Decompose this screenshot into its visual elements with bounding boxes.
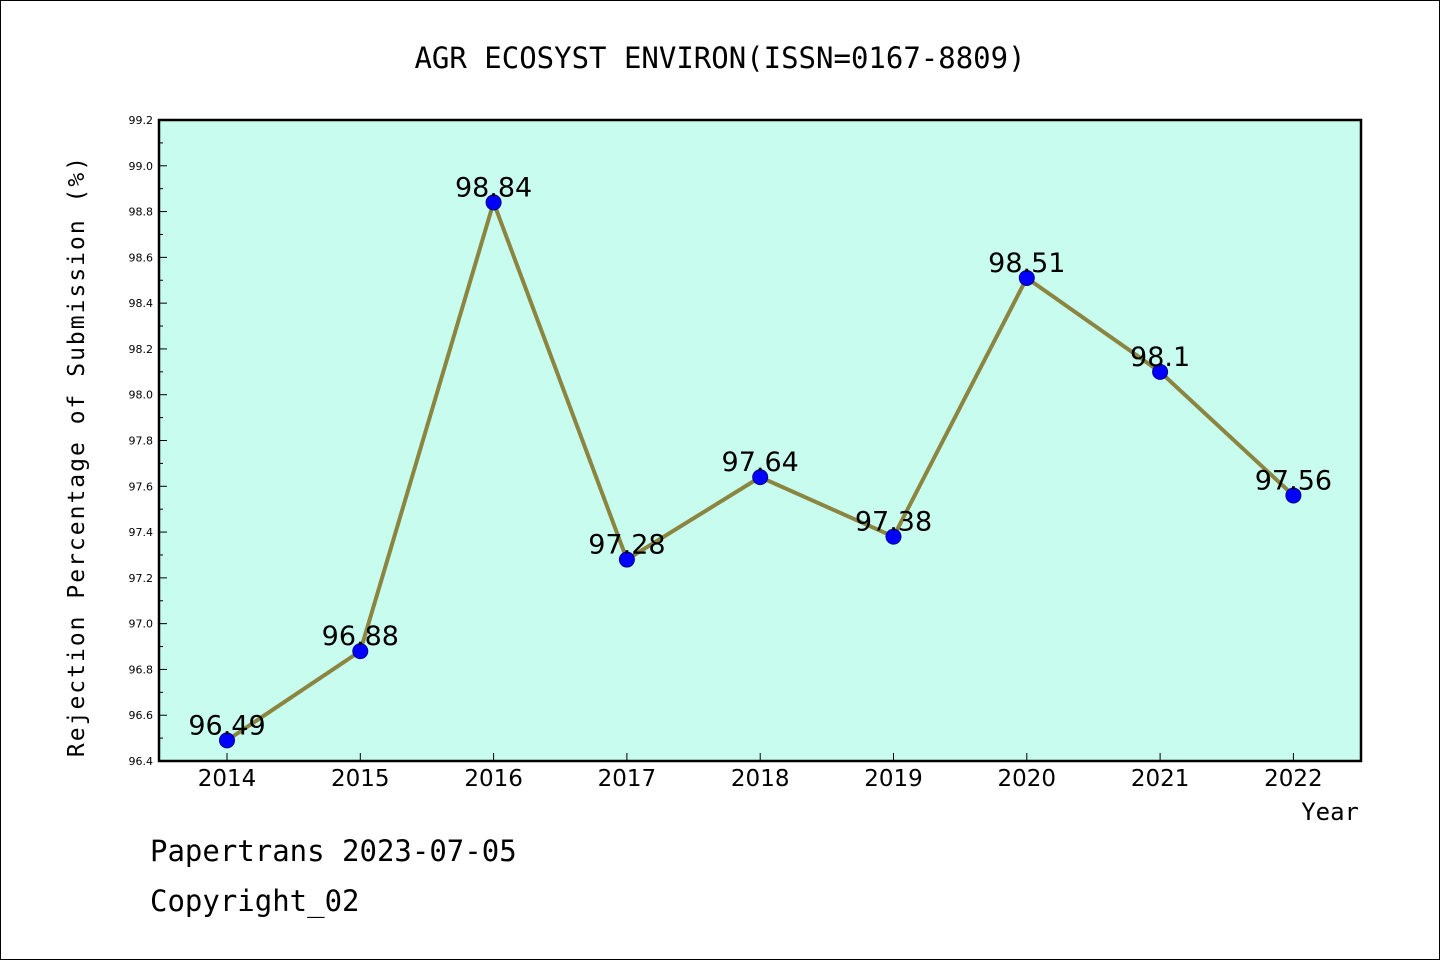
data-label: 98.51 bbox=[988, 248, 1065, 279]
y-tick-label: 97.4 bbox=[129, 526, 154, 539]
y-tick-label: 98.6 bbox=[129, 251, 154, 264]
y-tick-label: 98.8 bbox=[129, 206, 154, 219]
y-tick-label: 99.2 bbox=[129, 114, 154, 127]
y-tick-label: 97.6 bbox=[129, 480, 154, 493]
data-label: 97.64 bbox=[722, 447, 799, 478]
y-tick-label: 97.2 bbox=[129, 572, 154, 585]
data-point bbox=[1018, 269, 1035, 286]
data-label: 97.38 bbox=[855, 507, 932, 538]
x-tick-label: 2017 bbox=[598, 766, 657, 792]
x-tick-label: 2015 bbox=[331, 766, 390, 792]
data-point bbox=[752, 469, 769, 486]
footer-date: Papertrans 2023-07-05 bbox=[150, 834, 517, 868]
x-tick-label: 2019 bbox=[864, 766, 923, 792]
chart-title: AGR ECOSYST ENVIRON(ISSN=0167-8809) bbox=[414, 41, 1025, 75]
y-tick-label: 96.6 bbox=[129, 709, 154, 722]
x-tick-label: 2021 bbox=[1131, 766, 1190, 792]
y-axis: 96.4 96.6 96.8 97.0 97.2 97.4 97.6 97.8 98.0 98.2… bbox=[129, 114, 167, 768]
data-point bbox=[618, 551, 635, 568]
data-label: 97.56 bbox=[1255, 465, 1332, 496]
y-tick-label: 98.2 bbox=[129, 343, 154, 356]
footer-copyright: Copyright_02 bbox=[150, 884, 360, 918]
data-point bbox=[219, 732, 235, 749]
data-point bbox=[1152, 363, 1169, 380]
y-tick-label: 99.0 bbox=[129, 160, 154, 173]
y-tick-label: 98.4 bbox=[129, 297, 154, 310]
data-label: 96.49 bbox=[188, 710, 265, 741]
x-tick-label: 2020 bbox=[998, 766, 1057, 792]
x-axis: 2014 2015 2016 2017 2018 2019 2020 2021 2022 bbox=[198, 753, 1323, 792]
data-label: 97.28 bbox=[588, 530, 665, 561]
x-tick-label: 2022 bbox=[1264, 766, 1323, 792]
data-label: 98.1 bbox=[1130, 342, 1190, 373]
data-point bbox=[485, 194, 502, 211]
data-point bbox=[885, 528, 902, 545]
y-tick-label: 96.4 bbox=[129, 755, 154, 768]
y-tick-label: 96.8 bbox=[129, 663, 154, 676]
data-series: 96.49 96.88 98.84 97.28 97.64 97.38 98.51 98.1 9… bbox=[188, 172, 1332, 749]
x-axis-label: Year bbox=[1301, 798, 1359, 826]
data-label: 98.84 bbox=[455, 172, 532, 203]
data-point bbox=[1285, 487, 1302, 504]
x-tick-label: 2018 bbox=[731, 766, 790, 792]
x-tick-label: 2016 bbox=[464, 766, 523, 792]
data-point bbox=[352, 643, 369, 660]
data-label: 96.88 bbox=[322, 621, 399, 652]
y-tick-label: 97.8 bbox=[129, 435, 154, 448]
y-tick-label: 98.0 bbox=[129, 389, 154, 402]
x-tick-label: 2014 bbox=[198, 766, 257, 792]
y-axis-label: Rejection Percentage of Submission (%) bbox=[64, 155, 90, 757]
y-tick-label: 97.0 bbox=[129, 618, 154, 631]
